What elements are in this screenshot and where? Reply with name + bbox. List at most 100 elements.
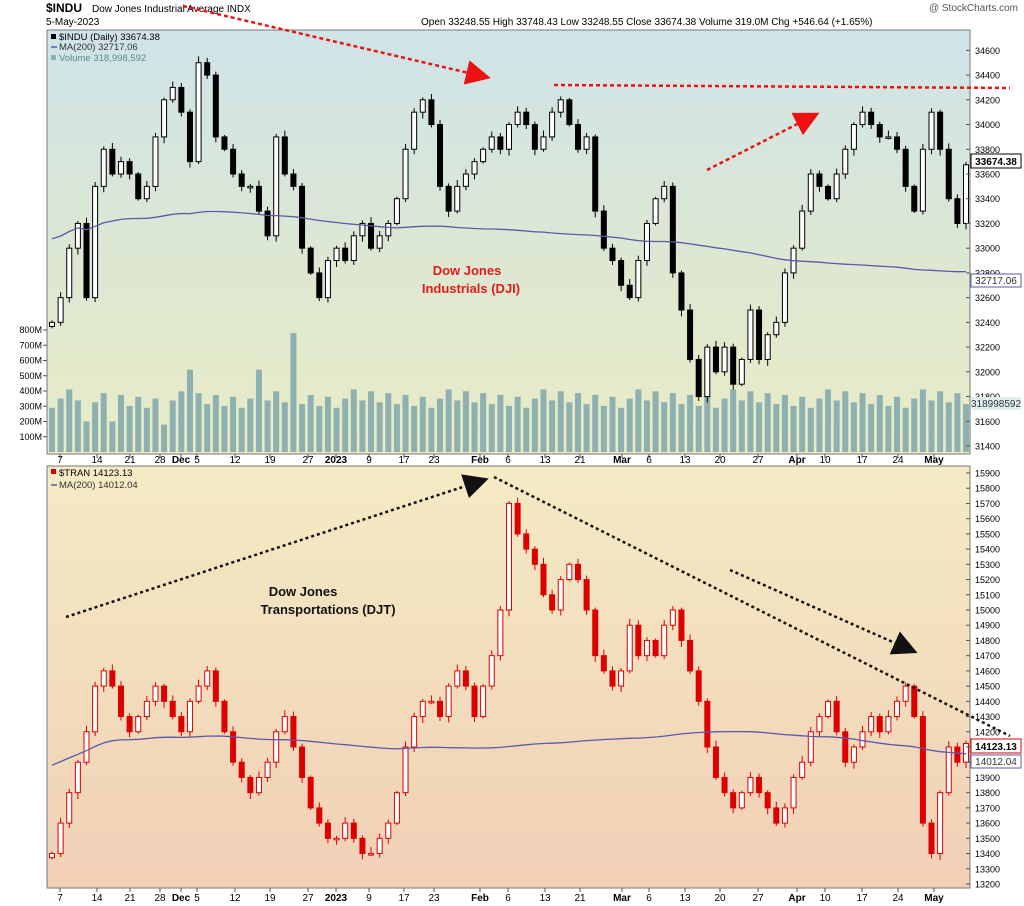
volume-bar <box>255 369 262 452</box>
volume-bar <box>92 402 99 452</box>
top-annotation-line2: Industrials (DJI) <box>422 281 520 296</box>
bottom-date-label: 17 <box>398 893 410 904</box>
bottom-annotation-line1: Dow Jones <box>269 584 338 599</box>
bottom-candle <box>419 700 426 718</box>
top-date-label: 21 <box>124 455 136 466</box>
bottom-candle <box>109 670 116 687</box>
top-candle <box>143 185 150 200</box>
bottom-candle <box>574 563 581 581</box>
bottom-candle <box>497 609 504 657</box>
bottom-price-tick-label: 15800 <box>975 484 1000 494</box>
top-candle <box>738 358 745 385</box>
volume-bar <box>290 333 297 452</box>
top-candle <box>178 86 185 113</box>
top-candle <box>919 148 926 212</box>
volume-bar <box>126 405 133 452</box>
black-trendline-falling <box>493 475 1011 738</box>
bottom-candle <box>186 700 193 733</box>
top-candle <box>247 185 254 189</box>
top-candle <box>781 272 788 323</box>
volume-bar <box>66 389 73 452</box>
index-name: Dow Jones Industrial Average INDX <box>92 4 251 15</box>
top-candle <box>324 260 331 299</box>
top-price-tick-label: 33600 <box>975 170 1000 180</box>
volume-bar <box>712 407 719 452</box>
bottom-candle <box>928 822 935 855</box>
top-date-label: 24 <box>892 455 904 466</box>
bottom-candle <box>790 776 797 809</box>
volume-bar <box>488 404 495 452</box>
volume-bars <box>49 333 969 452</box>
volume-bar <box>868 404 875 452</box>
bottom-candle <box>919 716 926 824</box>
bottom-candle <box>152 685 159 702</box>
top-date-label: 2023 <box>325 455 348 466</box>
volume-tick-label: 100M <box>19 432 42 442</box>
volume-bar <box>738 400 745 452</box>
bottom-candle <box>712 746 719 778</box>
top-date-label: 14 <box>91 455 103 466</box>
bottom-candle <box>506 502 512 611</box>
volume-bar <box>393 404 400 452</box>
bottom-candle <box>368 853 375 856</box>
top-candle <box>730 346 737 385</box>
bottom-date-label: May <box>924 893 944 904</box>
volume-bar <box>74 400 81 452</box>
bottom-candle <box>626 624 633 672</box>
bottom-candle <box>454 670 461 687</box>
svg-text:32717.06: 32717.06 <box>975 276 1017 287</box>
top-candle <box>911 185 918 212</box>
top-candle <box>419 99 426 113</box>
top-candle <box>359 222 366 237</box>
bottom-candle <box>161 685 168 702</box>
volume-bar <box>419 396 426 452</box>
bottom-candle <box>850 746 857 763</box>
top-candle <box>928 111 935 150</box>
bottom-candle <box>868 716 875 733</box>
bottom-candle <box>842 731 849 763</box>
top-date-label: 6 <box>505 455 511 466</box>
volume-bar <box>678 404 685 452</box>
svg-text:318998592: 318998592 <box>971 399 1021 410</box>
top-candle <box>161 99 168 138</box>
bottom-candle <box>290 716 297 748</box>
bottom-date-label: Mar <box>613 893 631 904</box>
bottom-candle <box>307 776 314 809</box>
volume-bar <box>299 404 306 452</box>
top-candle <box>799 210 806 249</box>
bottom-candle <box>643 639 650 657</box>
volume-tick-label: 300M <box>19 401 42 411</box>
bottom-ma-polyline <box>51 730 967 766</box>
bottom-candle <box>583 579 590 611</box>
bottom-candle <box>954 746 961 763</box>
top-candle <box>273 136 280 237</box>
volume-bar <box>445 389 452 452</box>
bottom-price-tick-label: 13300 <box>975 864 1000 874</box>
top-candle <box>342 247 349 262</box>
top-date-label: May <box>924 455 944 466</box>
red-arrow-falling <box>182 4 491 85</box>
bottom-price-tick-label: 15700 <box>975 499 1000 509</box>
top-candle <box>212 74 219 138</box>
top-candle <box>695 358 702 398</box>
volume-bar <box>928 400 935 452</box>
volume-bar <box>773 404 780 452</box>
top-candle <box>109 148 116 175</box>
volume-bar <box>264 400 271 452</box>
bottom-candle <box>66 792 73 824</box>
top-candle <box>514 111 521 126</box>
volume-bar <box>894 396 901 452</box>
bottom-candle <box>730 792 737 809</box>
bottom-candle <box>885 716 892 733</box>
top-date-label: 28 <box>154 455 166 466</box>
svg-text:33674.38: 33674.38 <box>975 157 1017 168</box>
volume-bar <box>437 398 444 452</box>
volume-bar <box>109 421 116 452</box>
bottom-candle <box>945 746 952 794</box>
bottom-price-axis: 13200 13300 13400 13500 13600 13700 13800 13900… <box>966 469 1000 890</box>
top-date-label: 17 <box>398 455 410 466</box>
bottom-candle <box>799 761 806 778</box>
top-annotation-line1: Dow Jones <box>433 263 502 278</box>
volume-bar <box>169 400 176 452</box>
top-candle <box>540 136 547 150</box>
